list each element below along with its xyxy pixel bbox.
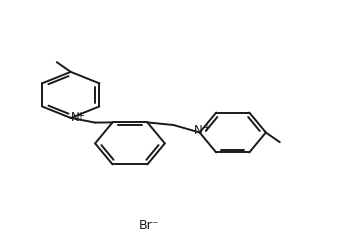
- Text: Br⁻: Br⁻: [139, 219, 159, 232]
- Text: +: +: [76, 111, 85, 121]
- Text: N: N: [194, 124, 202, 137]
- Text: +: +: [202, 123, 210, 133]
- Text: N: N: [70, 111, 79, 124]
